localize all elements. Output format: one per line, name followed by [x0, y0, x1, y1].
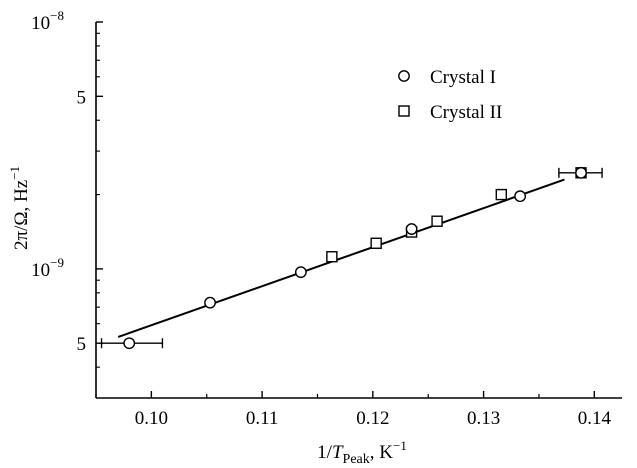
y-tick-label-base: 5 — [77, 87, 87, 108]
x-axis: 0.10 0.11 0.12 0.13 0.14 — [95, 391, 612, 429]
y-tick-label-exponent: −9 — [50, 255, 64, 270]
y-tick-label: 5 — [77, 87, 87, 108]
x-tick-label: 0.12 — [356, 408, 389, 429]
x-tick-label: 0.13 — [467, 408, 500, 429]
data-points — [123, 166, 587, 350]
y-tick-label-base: 10 — [31, 260, 50, 281]
y-axis-title-sup: −1 — [7, 166, 22, 180]
data-point-crystal-i — [405, 223, 418, 235]
data-point-crystal-i — [514, 190, 527, 203]
x-tick-label: 0.10 — [135, 408, 168, 429]
y-tick-label: 10−9 — [31, 255, 64, 281]
legend-label-crystal-i: Crystal I — [430, 67, 496, 88]
x-axis-title: 1/TPeak, K−1 — [317, 438, 407, 467]
x-axis-title-prefix: 1/ — [317, 442, 333, 463]
y-tick-label-base: 5 — [77, 334, 87, 355]
x-axis-title-var: T — [332, 442, 344, 463]
y-tick-label: 10−8 — [31, 8, 64, 34]
data-point-crystal-i — [204, 296, 216, 309]
data-point-crystal-i — [575, 166, 587, 179]
data-point-crystal-i — [294, 266, 307, 279]
legend-marker-circle — [398, 70, 410, 82]
fit-line-layer — [117, 178, 565, 338]
data-point-crystal-ii — [431, 215, 443, 227]
data-point-crystal-ii — [370, 237, 382, 249]
y-axis-title-text: 2π/Ω, Hz — [11, 180, 32, 250]
y-tick-label-exponent: −8 — [50, 8, 64, 23]
x-axis-title-sup: −1 — [393, 438, 407, 453]
legend-label-crystal-ii: Crystal II — [430, 102, 502, 123]
legend-marker-square — [398, 105, 410, 117]
y-tick-label-base: 10 — [31, 13, 50, 34]
x-axis-title-post: , K — [370, 442, 394, 463]
x-tick-label: 0.11 — [246, 408, 279, 429]
plot-frame — [95, 22, 622, 399]
legend: Crystal I Crystal II — [398, 67, 502, 123]
x-axis-title-sub: Peak — [343, 452, 370, 467]
data-point-crystal-ii — [495, 188, 507, 201]
y-tick-label: 5 — [77, 334, 87, 355]
error-bars — [100, 167, 603, 349]
fit-line — [117, 178, 565, 338]
x-tick-label: 0.14 — [578, 408, 612, 429]
data-point-crystal-ii — [326, 251, 338, 263]
y-axis-title: 2π/Ω, Hz−1 — [7, 166, 32, 250]
data-point-crystal-i — [123, 337, 136, 350]
